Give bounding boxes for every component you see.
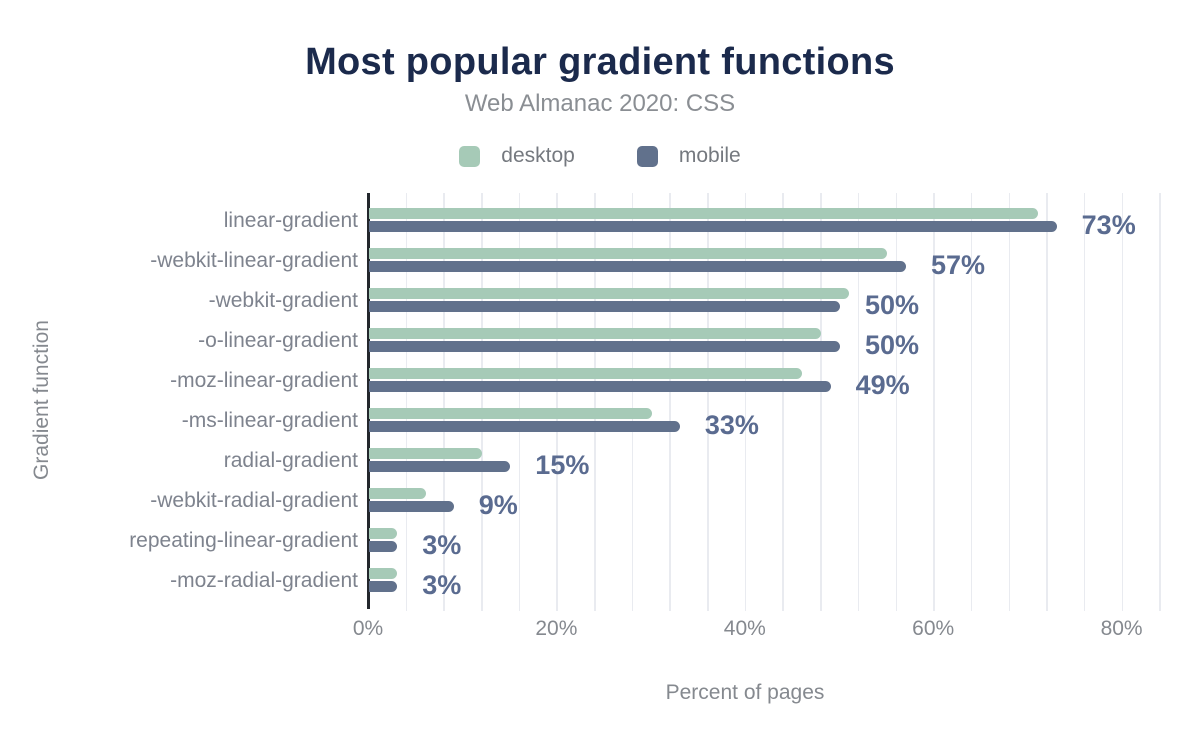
legend-item-desktop: desktop: [459, 144, 575, 168]
category-label: -webkit-linear-gradient: [150, 249, 358, 272]
gridline: [405, 193, 408, 611]
bar-desktop: [369, 488, 426, 499]
value-label: 57%: [930, 250, 985, 280]
value-label: 3%: [422, 570, 462, 600]
gridline: [1046, 193, 1048, 611]
y-axis-title: Gradient function: [30, 320, 53, 480]
x-tick-label: 60%: [912, 617, 955, 640]
bar-mobile: [369, 260, 906, 272]
gridline: [556, 193, 558, 611]
x-tick-label: 40%: [723, 617, 766, 640]
bar-mobile: [369, 380, 831, 392]
gridline: [443, 193, 445, 611]
category-label: -moz-radial-gradient: [170, 569, 358, 592]
gridline: [1008, 193, 1011, 611]
gridline: [1121, 193, 1124, 611]
gridline: [782, 193, 784, 611]
gridline: [518, 193, 521, 611]
chart-subtitle: Web Almanac 2020: CSS: [464, 90, 736, 117]
value-label: 15%: [535, 450, 590, 480]
x-tick-label: 20%: [535, 617, 578, 640]
bar-desktop: [369, 368, 803, 379]
bar-mobile: [369, 580, 398, 592]
category-label: repeating-linear-gradient: [129, 529, 358, 552]
gridline: [594, 193, 596, 611]
gridline: [707, 193, 709, 611]
bar-desktop: [369, 568, 398, 579]
value-label: 33%: [704, 410, 759, 440]
bar-mobile: [369, 300, 840, 312]
bar-mobile: [369, 220, 1057, 232]
bar-mobile: [369, 460, 511, 472]
gridline: [1159, 193, 1161, 611]
value-label: 3%: [422, 530, 462, 560]
bar-mobile: [369, 500, 454, 512]
value-label: 9%: [478, 490, 518, 520]
category-label: -moz-linear-gradient: [170, 369, 358, 392]
legend-label-desktop: desktop: [501, 144, 575, 167]
bar-mobile: [369, 540, 398, 552]
bar-mobile: [369, 420, 680, 432]
category-label: -ms-linear-gradient: [181, 409, 358, 432]
gridline: [970, 193, 973, 611]
legend-swatch-desktop: [459, 145, 481, 167]
bar-desktop: [369, 408, 652, 419]
bar-desktop: [369, 288, 850, 299]
plot-area: [367, 193, 1163, 611]
value-label: 49%: [855, 370, 910, 400]
category-label: linear-gradient: [223, 209, 358, 232]
gridline: [481, 193, 483, 611]
bar-desktop: [369, 328, 822, 339]
chart-title: Most popular gradient functions: [305, 41, 895, 83]
category-label: -webkit-radial-gradient: [150, 489, 358, 512]
category-label: -webkit-gradient: [208, 289, 358, 312]
category-label: radial-gradient: [223, 449, 358, 472]
y-axis-line: [367, 193, 370, 609]
x-tick-label: 80%: [1100, 617, 1143, 640]
bar-desktop: [369, 448, 483, 459]
value-label: 73%: [1081, 210, 1136, 240]
category-label: -o-linear-gradient: [198, 329, 358, 352]
legend-label-mobile: mobile: [678, 144, 741, 167]
bar-desktop: [369, 528, 398, 539]
bar-desktop: [369, 248, 888, 259]
gridline: [1083, 193, 1086, 611]
legend: desktop mobile: [0, 143, 1200, 169]
gridline: [857, 193, 860, 611]
gridline: [669, 193, 671, 611]
x-tick-label: 0%: [352, 617, 384, 640]
legend-swatch-mobile: [636, 145, 658, 167]
gridline: [820, 193, 822, 611]
gridline: [631, 193, 634, 611]
bar-desktop: [369, 208, 1038, 219]
gridline: [933, 193, 935, 611]
bar-mobile: [369, 340, 840, 352]
gridline: [895, 193, 898, 611]
value-label: 50%: [865, 330, 920, 360]
legend-item-mobile: mobile: [636, 144, 741, 168]
value-label: 50%: [865, 290, 920, 320]
x-axis-title: Percent of pages: [665, 681, 825, 704]
gridline: [744, 193, 747, 611]
